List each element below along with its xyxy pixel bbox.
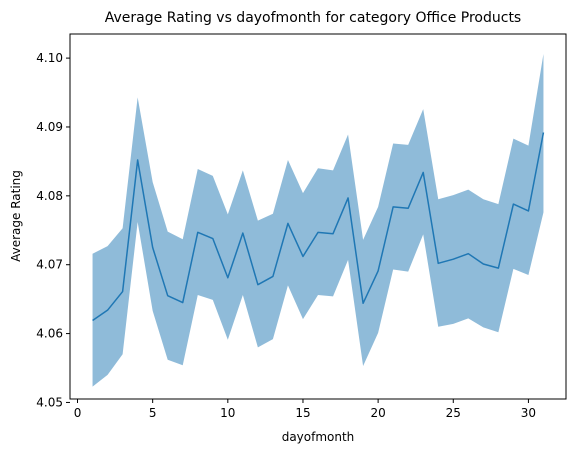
x-axis-ticks: 0 5 10 15 20 25 30 [74,399,536,420]
y-tick-label: 4.08 [36,189,63,203]
y-tick-label: 4.06 [36,327,63,341]
x-tick-label: 10 [220,406,235,420]
series-line [92,132,545,322]
x-tick-label: 5 [149,406,157,420]
x-tick-label: 30 [521,406,536,420]
x-axis-label: dayofmonth [282,430,355,444]
chart-title: Average Rating vs dayofmonth for categor… [105,10,521,26]
x-tick-label: 20 [370,406,385,420]
x-tick-label: 25 [446,406,461,420]
y-axis-ticks: 4.05 4.06 4.07 4.08 4.09 4.10 [36,51,70,409]
confidence-band-layer [92,53,544,387]
y-tick-label: 4.07 [36,258,63,272]
y-tick-label: 4.10 [36,51,63,65]
series-line-layer [92,132,545,322]
plot-frame [69,33,567,400]
y-tick-label: 4.09 [36,120,63,134]
confidence-band [92,53,544,387]
x-tick-label: 15 [295,406,310,420]
y-axis-label: Average Rating [9,170,23,262]
x-tick-label: 0 [74,406,82,420]
y-tick-label: 4.05 [36,395,63,409]
